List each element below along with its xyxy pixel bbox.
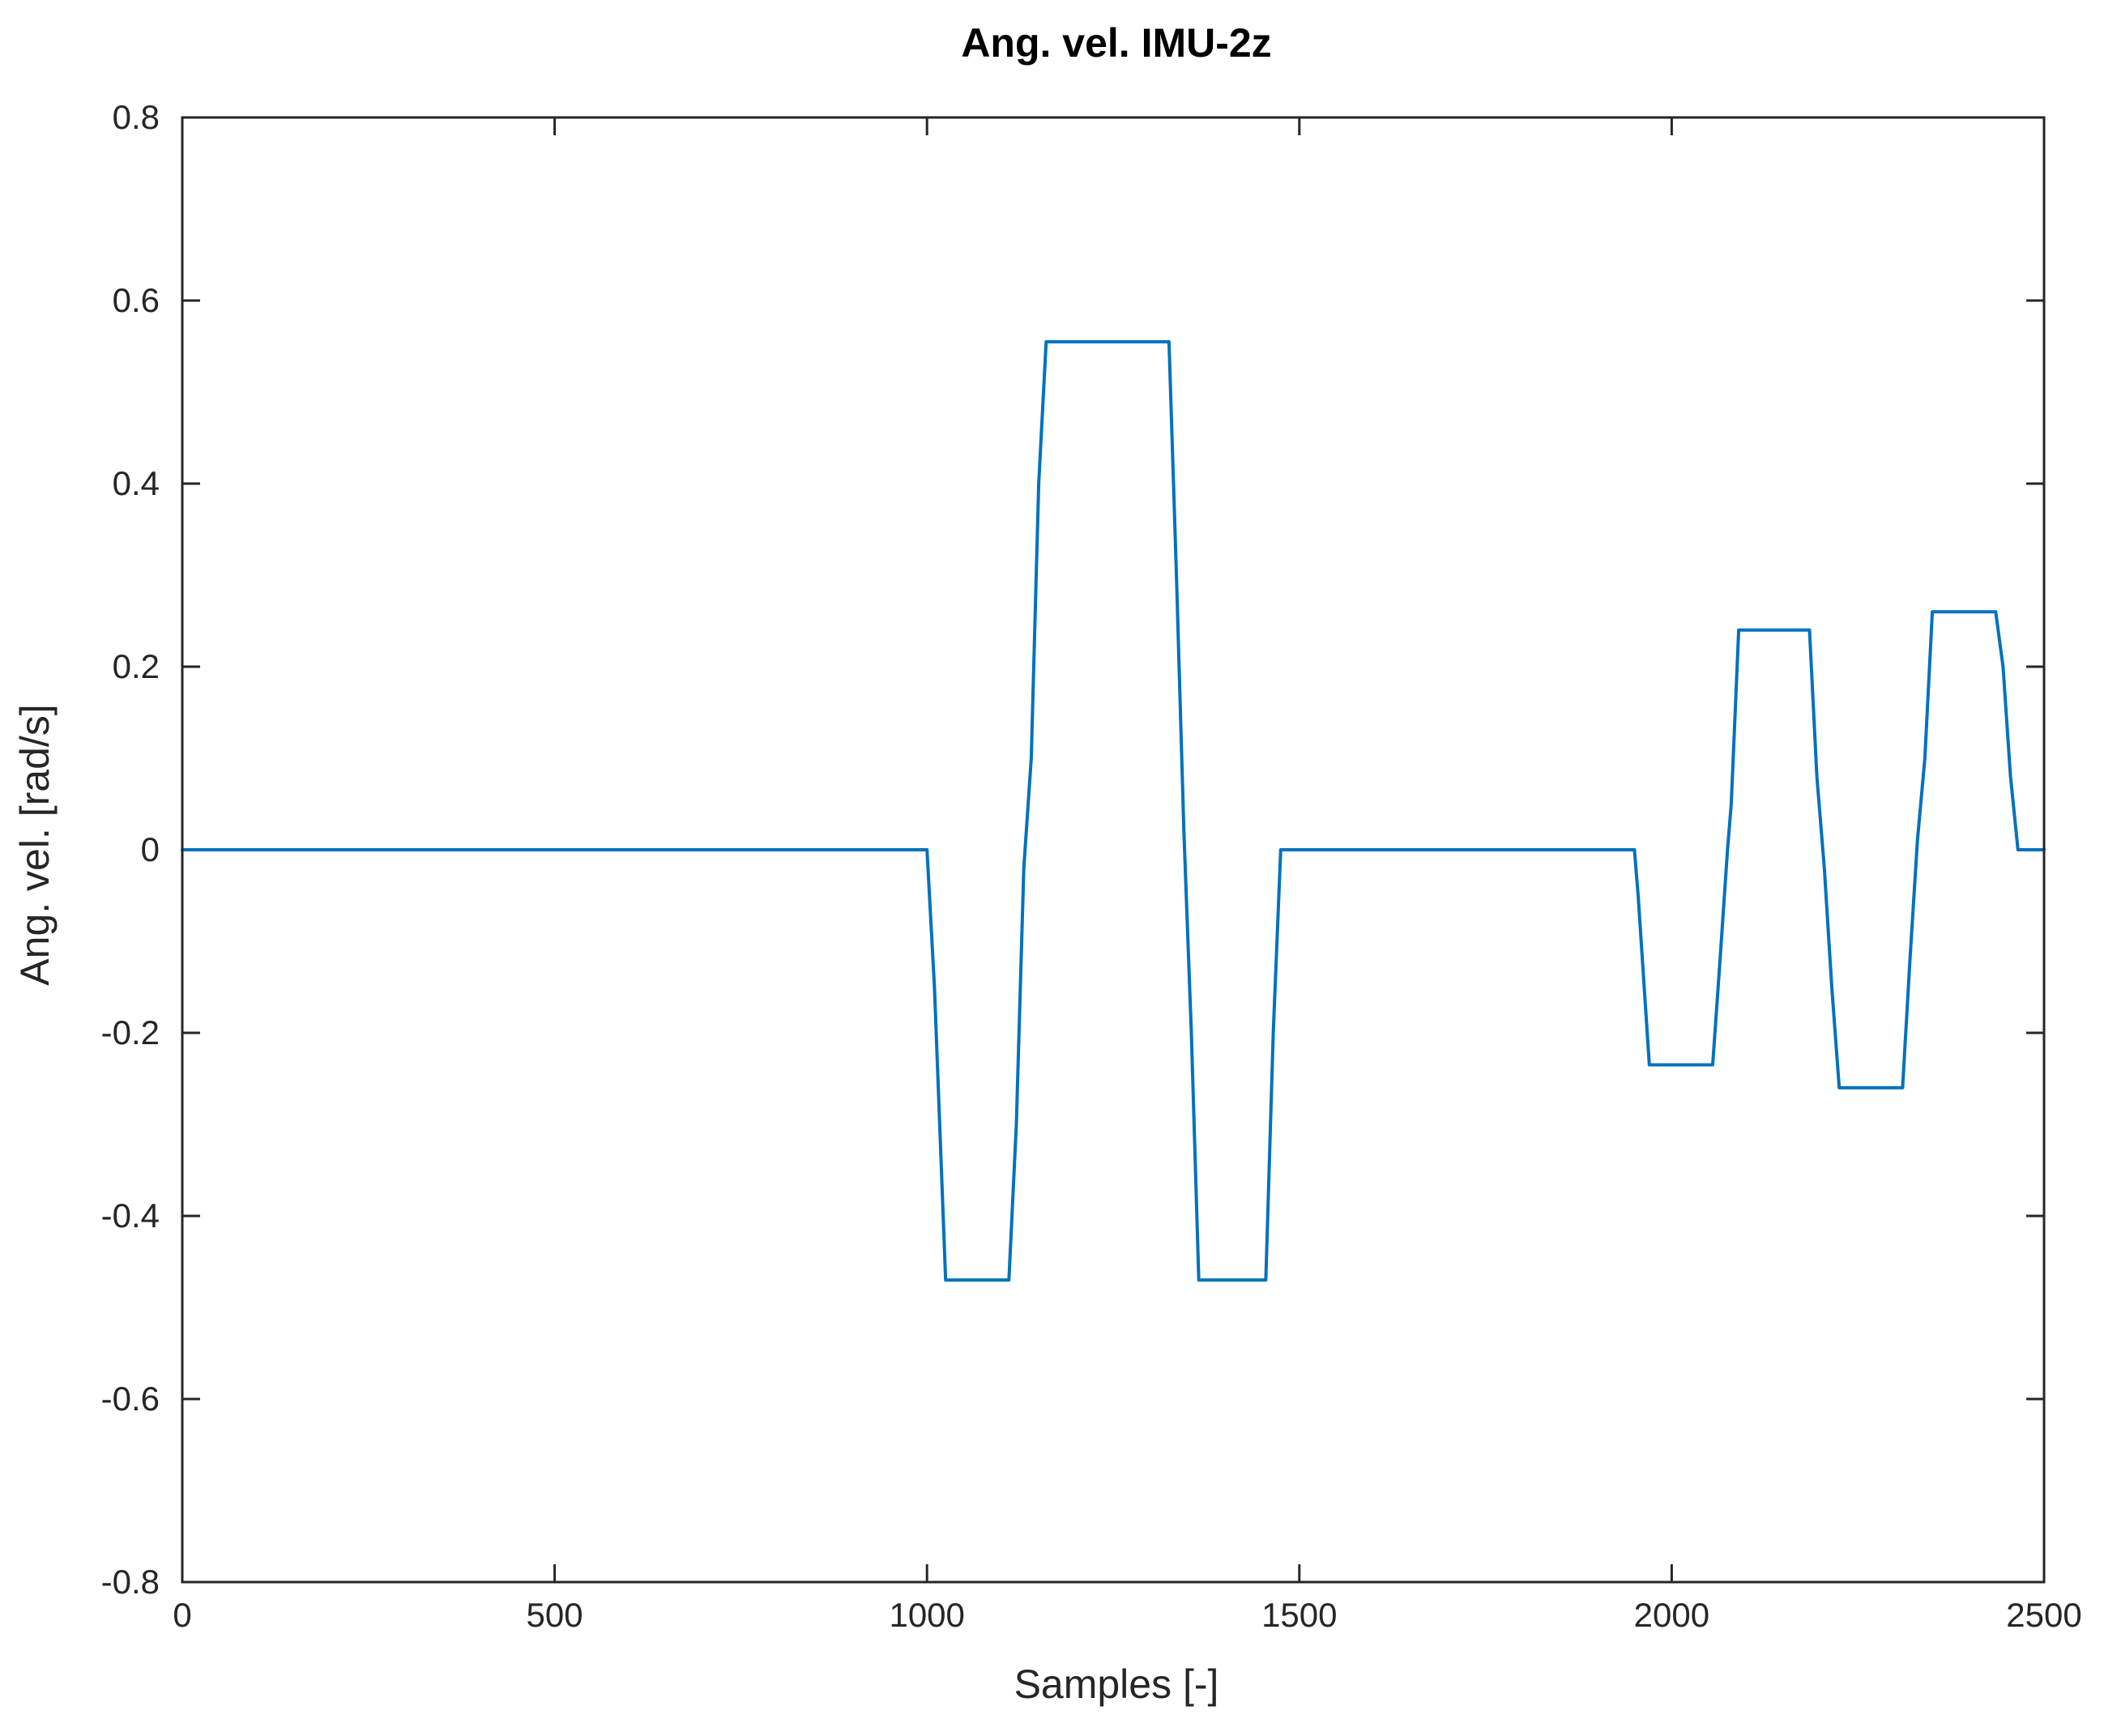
series-line bbox=[181, 339, 2046, 1282]
y-tick-label: -0.2 bbox=[101, 1013, 160, 1051]
x-tick-label: 1500 bbox=[1261, 1596, 1337, 1634]
x-tick-label: 0 bbox=[173, 1596, 191, 1634]
tick-labels: 0 500 1000 1500 2000 2500 0.8 0.6 0.4 0.2 0 -0.2 -0.… bbox=[101, 98, 2082, 1634]
y-tick-label: 0.2 bbox=[113, 647, 160, 685]
y-tick-label: 0.6 bbox=[113, 281, 160, 319]
y-axis-label: Ang. vel. [rad/s] bbox=[12, 704, 58, 985]
x-tick-label: 1000 bbox=[889, 1596, 964, 1634]
chart-title: Ang. vel. IMU-2z bbox=[961, 20, 1271, 66]
y-tick-label: 0.4 bbox=[113, 464, 160, 502]
x-axis-label: Samples [-] bbox=[1014, 1661, 1219, 1707]
y-tick-label: 0 bbox=[141, 830, 160, 868]
y-tick-label: -0.4 bbox=[101, 1196, 160, 1235]
x-tick-label: 500 bbox=[527, 1596, 583, 1634]
x-tick-label: 2500 bbox=[2006, 1596, 2081, 1634]
y-tick-label: -0.8 bbox=[101, 1563, 160, 1601]
x-tick-label: 2000 bbox=[1634, 1596, 1709, 1634]
y-tick-label: 0.8 bbox=[113, 98, 160, 136]
plot-line-group bbox=[181, 339, 2046, 1282]
y-tick-label: -0.6 bbox=[101, 1380, 160, 1418]
axes-box bbox=[181, 116, 2046, 1584]
